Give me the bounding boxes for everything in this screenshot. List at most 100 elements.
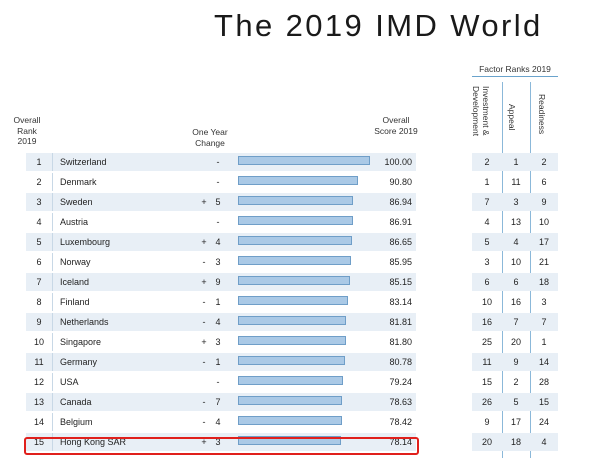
- rank-cell: 9: [36, 317, 42, 327]
- score-cell: 83.14: [389, 297, 412, 307]
- investment-rank-cell: 15: [481, 377, 492, 387]
- appeal-rank-cell: 2: [513, 377, 519, 387]
- country-cell: Norway: [60, 257, 91, 267]
- change-cell: 3: [215, 337, 221, 347]
- rank-cell: 11: [34, 357, 44, 367]
- score-cell: 85.15: [389, 277, 412, 287]
- investment-rank-cell: 16: [481, 317, 492, 327]
- rank-cell: 13: [33, 397, 44, 407]
- appeal-rank-cell: 11: [511, 177, 521, 187]
- score-cell: 100.00: [384, 157, 412, 167]
- change-cell: 1: [215, 297, 221, 307]
- page-title: The 2019 IMD World: [214, 8, 543, 43]
- change-sign: +: [201, 277, 207, 287]
- readiness-rank-cell: 2: [541, 157, 547, 167]
- investment-rank-cell: 5: [484, 237, 490, 247]
- investment-rank-cell: 9: [484, 417, 490, 427]
- score-bar: [238, 276, 350, 285]
- investment-rank-cell: 7: [484, 197, 490, 207]
- appeal-rank-cell: 1: [513, 157, 519, 167]
- readiness-rank-cell: 15: [538, 397, 549, 407]
- change-cell: 3: [215, 437, 221, 447]
- table-row: 9 Netherlands -4 81.81 16 7 7: [0, 312, 603, 332]
- factor-row-band: [472, 153, 558, 171]
- readiness-rank-cell: 21: [538, 257, 549, 267]
- change-sign: -: [202, 357, 206, 367]
- header-overall-rank: Overall Rank 2019: [13, 115, 41, 146]
- change-cell: 4: [215, 417, 221, 427]
- appeal-rank-cell: 20: [510, 337, 521, 347]
- header-readiness: Readiness: [537, 94, 547, 135]
- change-cell: -: [216, 157, 220, 167]
- factor-row-band: [472, 433, 558, 451]
- score-bar: [238, 156, 370, 165]
- header-factor-ranks: Factor Ranks 2019: [479, 64, 551, 74]
- investment-rank-cell: 3: [484, 257, 490, 267]
- change-sign: +: [201, 237, 207, 247]
- table-row: 11 Germany -1 80.78 11 9 14: [0, 352, 603, 372]
- score-bar: [238, 196, 353, 205]
- country-cell: Switzerland: [60, 157, 107, 167]
- score-cell: 86.65: [389, 237, 412, 247]
- rank-cell: 5: [36, 237, 42, 247]
- appeal-rank-cell: 7: [513, 317, 519, 327]
- factor-column-divider: [502, 82, 503, 458]
- country-cell: Hong Kong SAR: [60, 437, 127, 447]
- change-sign: -: [202, 317, 206, 327]
- rank-cell: 7: [36, 277, 42, 287]
- change-sign: [199, 212, 209, 232]
- change-cell: 4: [215, 237, 221, 247]
- change-cell: 3: [215, 257, 221, 267]
- rank-cell: 14: [33, 417, 44, 427]
- readiness-rank-cell: 1: [541, 337, 547, 347]
- rank-cell: 1: [36, 157, 42, 167]
- score-cell: 85.95: [389, 257, 412, 267]
- score-cell: 80.78: [389, 357, 412, 367]
- rank-divider: [52, 193, 53, 211]
- factor-row-band: [472, 193, 558, 211]
- score-bar: [238, 396, 342, 405]
- score-cell: 78.63: [389, 397, 412, 407]
- score-cell: 90.80: [389, 177, 412, 187]
- rank-cell: 4: [36, 217, 42, 227]
- rank-divider: [52, 413, 53, 431]
- change-cell: -: [216, 177, 220, 187]
- rank-divider: [52, 353, 53, 371]
- appeal-rank-cell: 9: [513, 357, 519, 367]
- table-row: 12 USA - 79.24 15 2 28: [0, 372, 603, 392]
- rank-divider: [52, 153, 53, 171]
- change-cell: -: [216, 217, 220, 227]
- readiness-rank-cell: 6: [541, 177, 547, 187]
- change-sign: +: [201, 337, 207, 347]
- table-row: 5 Luxembourg +4 86.65 5 4 17: [0, 232, 603, 252]
- investment-rank-cell: 10: [481, 297, 492, 307]
- table-row: 14 Belgium -4 78.42 9 17 24: [0, 412, 603, 432]
- change-sign: -: [202, 397, 206, 407]
- score-cell: 79.24: [389, 377, 412, 387]
- readiness-rank-cell: 14: [538, 357, 549, 367]
- country-cell: Iceland: [60, 277, 90, 287]
- readiness-rank-cell: 28: [538, 377, 549, 387]
- score-cell: 86.94: [389, 197, 412, 207]
- readiness-rank-cell: 4: [541, 437, 547, 447]
- rank-cell: 8: [36, 297, 42, 307]
- header-investment-development: Investment & Development: [471, 86, 491, 137]
- investment-rank-cell: 20: [481, 437, 492, 447]
- score-bar: [238, 376, 343, 385]
- change-sign: [199, 152, 209, 172]
- change-cell: 5: [215, 197, 221, 207]
- change-cell: 4: [215, 317, 221, 327]
- table-row: 8 Finland -1 83.14 10 16 3: [0, 292, 603, 312]
- readiness-rank-cell: 7: [541, 317, 547, 327]
- factor-row-band: [472, 273, 558, 291]
- appeal-rank-cell: 6: [513, 277, 519, 287]
- table-row: 13 Canada -7 78.63 26 5 15: [0, 392, 603, 412]
- country-cell: Netherlands: [60, 317, 109, 327]
- rank-divider: [52, 373, 53, 391]
- table-row: 3 Sweden +5 86.94 7 3 9: [0, 192, 603, 212]
- appeal-rank-cell: 5: [513, 397, 519, 407]
- factor-row-band: [472, 233, 558, 251]
- change-cell: 9: [215, 277, 221, 287]
- readiness-rank-cell: 18: [538, 277, 549, 287]
- rank-divider: [52, 313, 53, 331]
